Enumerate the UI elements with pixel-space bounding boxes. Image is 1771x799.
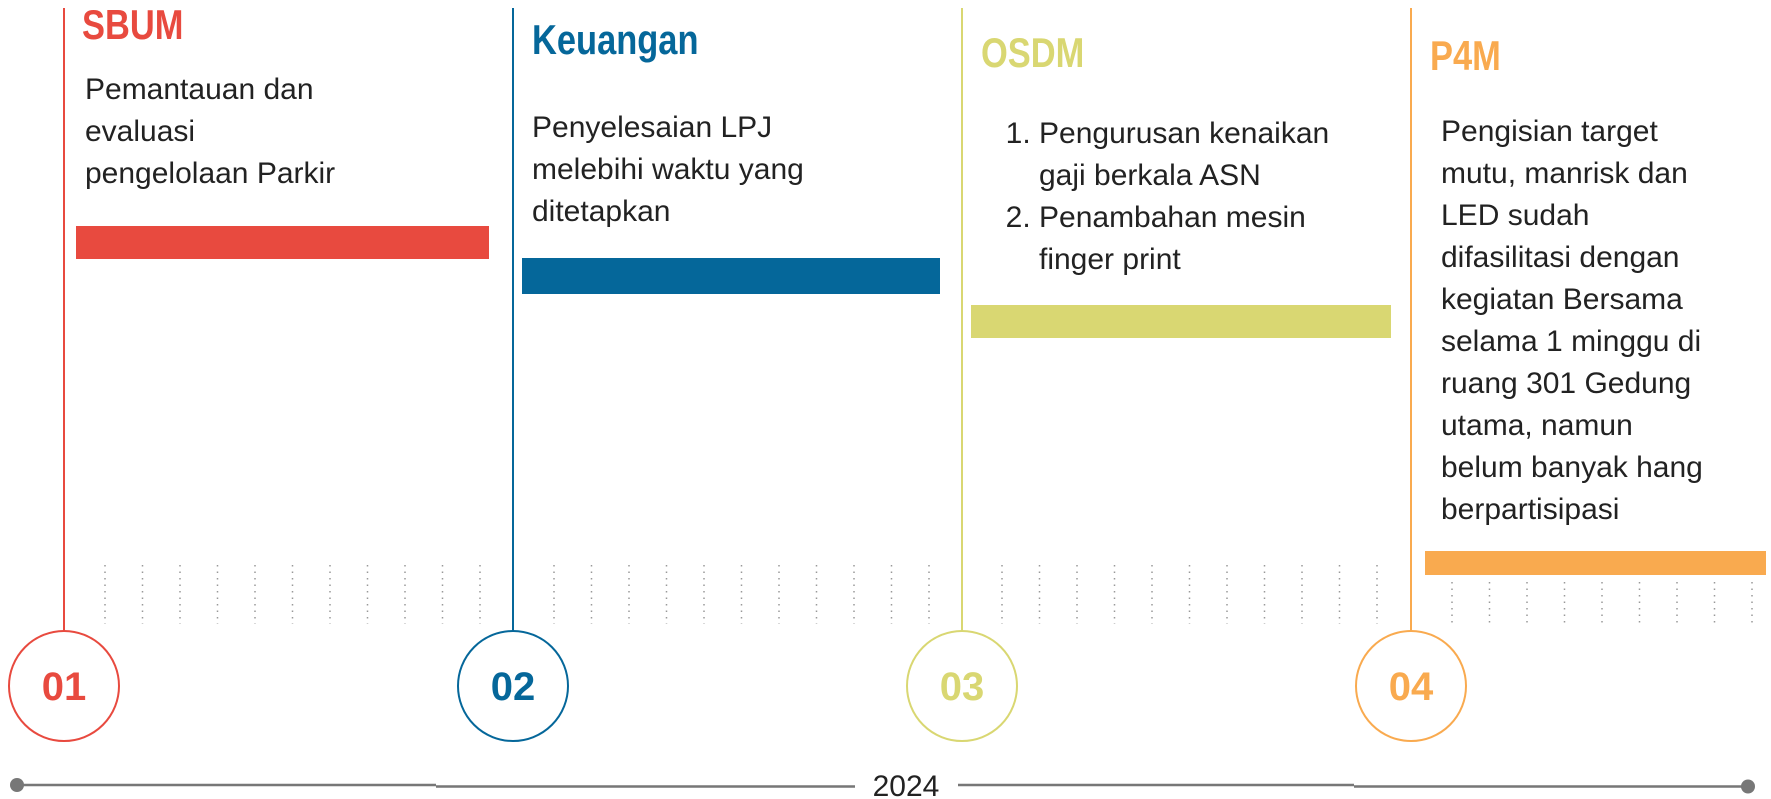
text-line: Penyelesaian LPJ (532, 111, 773, 144)
text-line: Pengisian target (1441, 115, 1658, 148)
column-title: Keuangan (532, 16, 699, 63)
text-line: berpartisipasi (1441, 493, 1620, 526)
color-bar (1425, 551, 1766, 575)
timeline-end (10, 778, 24, 792)
text-line: Penambahan mesin (1039, 201, 1306, 234)
color-bar (971, 305, 1391, 338)
color-bar (76, 226, 489, 259)
column-number: 02 (491, 665, 536, 709)
text-line: gaji berkala ASN (1039, 159, 1261, 192)
text-line: Pemantauan dan (85, 73, 314, 106)
column-title: P4M (1430, 32, 1501, 79)
text-line: pengelolaan Parkir (85, 157, 336, 190)
text-line: utama, namun (1441, 409, 1633, 442)
color-bar (522, 258, 940, 294)
column-text: Pengurusan kenaikan gaji berkala ASN Penam… (1001, 113, 1329, 281)
text-line: belum banyak hang (1441, 451, 1703, 484)
text-line: evaluasi (85, 115, 196, 148)
number-circle (457, 630, 569, 742)
column-title: OSDM (981, 29, 1085, 76)
text-line: kegiatan Bersama (1441, 283, 1683, 316)
text-line: Pengurusan kenaikan (1039, 117, 1330, 150)
column-text: Pemantauan dan evaluasi pengelolaan Parkir (85, 69, 335, 195)
text-line: mutu, manrisk dan (1441, 157, 1688, 190)
item-list: Pengurusan kenaikan gaji berkala ASN Penam… (1001, 113, 1329, 281)
column-text: Pengisian target mutu, manrisk dan LED sud… (1441, 111, 1703, 531)
text-line: ditetapkan (532, 195, 671, 228)
text-line: melebihi waktu yang (532, 153, 804, 186)
column-number: 01 (42, 665, 87, 709)
text-line: ruang 301 Gedung (1441, 367, 1692, 400)
timeline-year: 2024 (873, 770, 940, 799)
text-line: finger print (1039, 243, 1181, 276)
number-circle (906, 630, 1018, 742)
number-circle (1355, 630, 1467, 742)
text-line: LED sudah (1441, 199, 1590, 232)
column-text: Penyelesaian LPJ melebihi waktu yang ditet… (532, 107, 804, 233)
column-number: 04 (1389, 665, 1434, 709)
timeline-end (1741, 779, 1755, 794)
column-title: SBUM (82, 1, 184, 48)
list-item: Pengurusan kenaikan gaji berkala ASN (1039, 113, 1329, 197)
column-number: 03 (940, 665, 985, 709)
list-item: Penambahan mesin finger print (1039, 197, 1329, 281)
number-circle (8, 630, 120, 742)
text-line: selama 1 minggu di (1441, 325, 1702, 358)
text-line: difasilitasi dengan (1441, 241, 1680, 274)
